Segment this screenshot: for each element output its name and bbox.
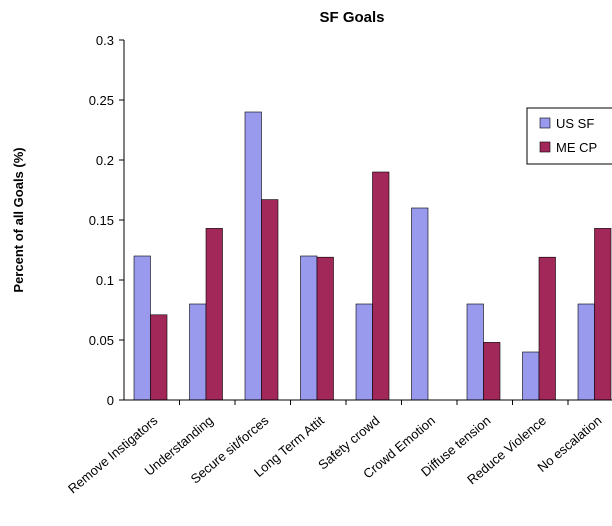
- bar-me-cp: [594, 228, 612, 401]
- bar-me-cp: [372, 171, 390, 401]
- bar-us-sf: [244, 111, 262, 401]
- y-axis-label: Percent of all Goals (%): [11, 147, 26, 292]
- bar-us-sf: [522, 351, 540, 401]
- axes: [123, 40, 612, 401]
- bar-us-sf: [577, 303, 595, 401]
- y-tick-label: 0.1: [96, 273, 114, 288]
- bar-me-cp: [261, 199, 279, 401]
- legend: US SF ME CP: [526, 107, 612, 165]
- bar-us-sf: [300, 255, 318, 401]
- bar-me-cp: [205, 228, 223, 401]
- bar-me-cp: [150, 314, 168, 401]
- legend-label-me-cp: ME CP: [556, 140, 597, 155]
- y-tick-label: 0.15: [89, 213, 114, 228]
- legend-box: [526, 107, 612, 165]
- legend-label-us-sf: US SF: [556, 116, 594, 131]
- y-axis-ticks: 0 0.05 0.1 0.15 0.2 0.25 0.3: [89, 33, 124, 408]
- y-tick-label: 0.3: [96, 33, 114, 48]
- bar-me-cp: [538, 256, 556, 401]
- bars: [133, 111, 612, 401]
- bar-us-sf: [189, 303, 207, 401]
- chart-title: SF Goals: [319, 9, 384, 26]
- bar-me-cp: [316, 256, 334, 401]
- bar-me-cp: [483, 342, 501, 401]
- bar-us-sf: [355, 303, 373, 401]
- y-tick-label: 0.05: [89, 333, 114, 348]
- y-tick-label: 0: [107, 393, 114, 408]
- legend-swatch-me-cp: [539, 141, 551, 153]
- bar-us-sf: [411, 207, 429, 401]
- legend-swatch-us-sf: [539, 117, 551, 129]
- bar-us-sf: [133, 255, 151, 401]
- bar-us-sf: [466, 303, 484, 401]
- y-tick-label: 0.25: [89, 93, 114, 108]
- x-category-label: Remove Instigators: [65, 412, 161, 496]
- y-tick-label: 0.2: [96, 153, 114, 168]
